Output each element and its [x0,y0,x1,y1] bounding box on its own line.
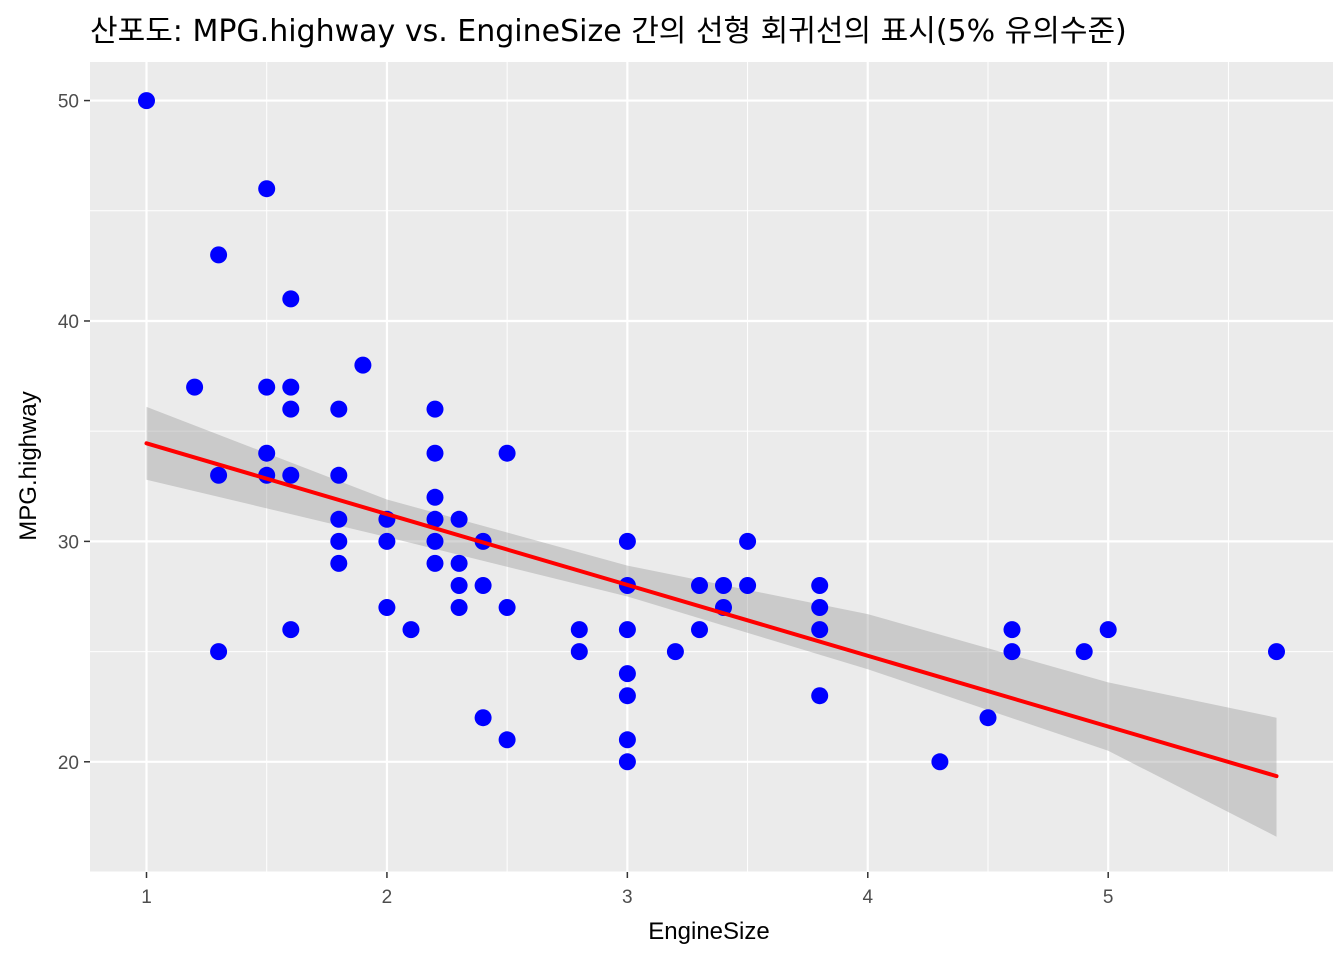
data-point [186,378,204,396]
data-point [450,577,468,594]
data-point [1003,621,1021,639]
data-point [1268,643,1285,661]
data-point [498,731,516,749]
y-axis: 20 30 40 50 [58,92,90,774]
data-point [210,246,228,264]
data-point [330,532,348,550]
x-axis-title: EngineSize [648,918,769,945]
data-point [426,510,444,528]
data-point [282,621,300,639]
data-point [1003,643,1021,661]
data-point [426,488,444,506]
data-point [498,444,516,462]
data-point [618,621,636,639]
data-point [979,709,997,727]
minor-gridlines [90,62,1333,873]
plot-panel [90,62,1333,872]
data-point [138,92,155,110]
data-point [330,466,348,484]
data-point [282,290,300,308]
y-tick-label: 20 [58,753,79,774]
data-point [210,466,228,484]
data-point [282,378,300,396]
data-point [450,510,468,528]
data-point [258,444,276,462]
x-tick-label: 1 [141,887,152,908]
data-point [378,532,396,550]
data-point [450,554,468,572]
x-axis: 1 2 3 4 5 [141,872,1113,908]
y-tick-label: 40 [58,312,79,333]
data-point [931,753,949,771]
x-tick-label: 4 [862,887,873,908]
data-point [1099,621,1117,639]
data-point [618,665,636,683]
x-tick-label: 3 [622,887,633,908]
data-point [474,709,492,727]
data-point [691,577,708,594]
y-tick-label: 30 [58,532,79,553]
data-point [498,599,516,616]
data-point [258,180,276,198]
data-point [426,444,444,462]
data-point [354,356,372,374]
data-point [811,599,829,616]
y-tick-label: 50 [58,92,79,113]
major-gridlines [90,62,1333,872]
data-point [570,621,588,639]
y-axis-title: MPG.highway [15,391,42,540]
data-point [378,599,396,616]
data-point [474,577,492,594]
x-tick-label: 5 [1103,887,1114,908]
data-point [258,378,276,396]
data-point [402,621,420,639]
data-point [666,643,684,661]
data-point [210,643,228,661]
data-point [282,400,300,418]
data-point [618,753,636,771]
data-point [811,577,829,594]
data-point [330,400,348,418]
data-point [426,532,444,550]
data-point [739,577,757,594]
data-point [618,731,636,749]
x-tick-label: 2 [382,887,393,908]
data-point [1075,643,1093,661]
regression-line [144,441,1279,779]
data-point [426,400,444,418]
data-point [570,643,588,661]
data-points [138,92,1285,771]
data-point [426,554,444,572]
data-point [282,466,300,484]
data-point [330,510,348,528]
data-point [691,621,708,639]
data-point [618,532,636,550]
data-point [715,577,732,594]
data-point [450,599,468,616]
data-point [811,621,829,639]
data-point [811,687,829,705]
data-point [618,687,636,705]
data-point [330,554,348,572]
chart-title: 산포도: MPG.highway vs. EngineSize 간의 선형 회귀… [90,14,1127,49]
data-point [739,532,757,550]
